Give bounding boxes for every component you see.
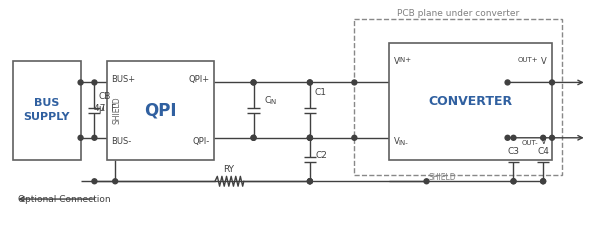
Circle shape [307, 179, 313, 184]
Circle shape [78, 80, 83, 85]
Circle shape [251, 80, 256, 85]
Bar [355, 19, 562, 175]
Text: IN+: IN+ [399, 57, 412, 63]
Text: C2: C2 [316, 151, 328, 160]
Text: BUS: BUS [34, 98, 59, 108]
Text: V: V [541, 57, 547, 66]
Circle shape [505, 80, 510, 85]
Text: CONVERTER: CONVERTER [428, 95, 512, 108]
Circle shape [541, 135, 545, 140]
Text: OUT+: OUT+ [518, 57, 538, 63]
Circle shape [251, 135, 256, 140]
Text: PCB plane under converter: PCB plane under converter [397, 9, 519, 18]
Circle shape [307, 135, 313, 140]
Circle shape [550, 135, 554, 140]
Circle shape [113, 179, 118, 184]
Circle shape [511, 179, 516, 184]
Circle shape [511, 179, 516, 184]
Text: RY: RY [223, 165, 235, 174]
Text: IN: IN [269, 99, 277, 105]
Bar [107, 61, 214, 159]
Text: μ: μ [98, 104, 104, 113]
Text: C3: C3 [508, 147, 520, 156]
Circle shape [92, 80, 97, 85]
Circle shape [307, 179, 313, 184]
Circle shape [352, 135, 357, 140]
Circle shape [307, 80, 313, 85]
Text: OUT-: OUT- [521, 140, 538, 146]
Circle shape [78, 135, 83, 140]
Bar [389, 43, 552, 159]
Text: QPI+: QPI+ [189, 75, 210, 83]
Circle shape [251, 80, 256, 85]
Text: CB: CB [98, 92, 110, 101]
Text: 47  F: 47 F [94, 104, 116, 113]
Text: Optional Connection: Optional Connection [19, 195, 111, 204]
Text: BUS+: BUS+ [111, 75, 136, 83]
Text: IN-: IN- [399, 140, 409, 146]
Circle shape [307, 80, 313, 85]
Circle shape [541, 179, 545, 184]
Text: BUS-: BUS- [111, 137, 131, 146]
Circle shape [424, 179, 429, 184]
Text: V: V [394, 57, 400, 66]
Circle shape [352, 80, 357, 85]
Text: V: V [541, 137, 547, 146]
Text: SHIELD: SHIELD [428, 173, 456, 182]
Bar [13, 61, 80, 159]
Circle shape [511, 135, 516, 140]
Circle shape [251, 135, 256, 140]
Circle shape [92, 135, 97, 140]
Text: C: C [264, 96, 271, 105]
Text: SUPPLY: SUPPLY [24, 112, 70, 122]
Text: QPI: QPI [145, 101, 177, 119]
Circle shape [307, 179, 313, 184]
Circle shape [92, 179, 97, 184]
Circle shape [505, 135, 510, 140]
Text: C1: C1 [315, 88, 327, 97]
Text: QPI-: QPI- [193, 137, 210, 146]
Text: V: V [394, 137, 400, 146]
Circle shape [307, 135, 313, 140]
Circle shape [307, 135, 313, 140]
Circle shape [550, 80, 554, 85]
Circle shape [541, 179, 545, 184]
Text: SHIELD: SHIELD [113, 96, 122, 124]
Text: C4: C4 [537, 147, 549, 156]
